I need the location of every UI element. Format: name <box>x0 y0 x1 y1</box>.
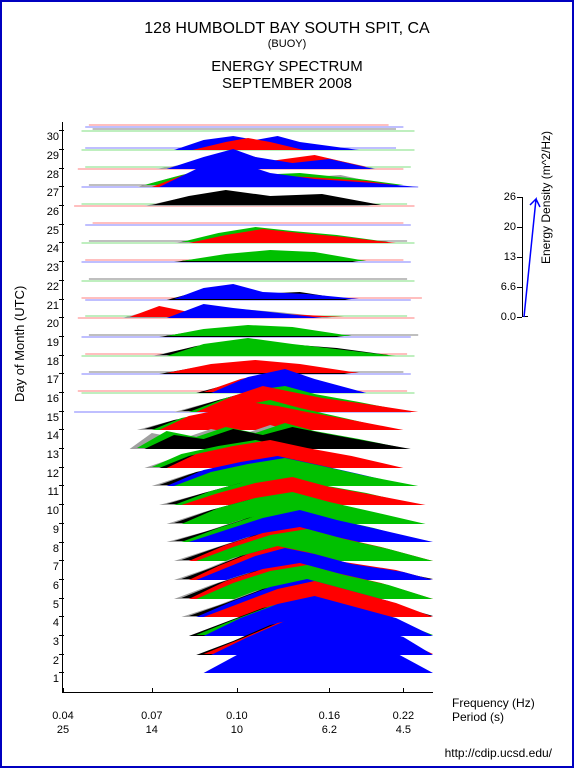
y-tick-label: 18 <box>47 356 59 368</box>
y-tick-label: 19 <box>47 337 59 349</box>
y-ticks: 1234567891011121314151617181920212223242… <box>39 122 63 692</box>
x-tick-freq: 0.07 <box>141 710 162 722</box>
y-tick-label: 9 <box>53 524 59 536</box>
y-tick-label: 28 <box>47 169 59 181</box>
y-tick-label: 23 <box>47 262 59 274</box>
x-tick-freq: 0.10 <box>226 710 247 722</box>
footer-url: http://cdip.ucsd.edu/ <box>445 746 552 760</box>
y-tick-label: 22 <box>47 281 59 293</box>
y-tick-label: 20 <box>47 318 59 330</box>
y-tick-label: 24 <box>47 243 59 255</box>
x-axis-label-period: Period (s) <box>452 710 504 724</box>
x-tick-period: 10 <box>231 724 243 736</box>
y-tick-label: 14 <box>47 430 59 442</box>
chart-container: 128 HUMBOLDT BAY SOUTH SPIT, CA (BUOY) E… <box>0 0 574 768</box>
y-tick-label: 25 <box>47 225 59 237</box>
title-section1: ENERGY SPECTRUM <box>2 58 572 75</box>
legend-tick-label: 0.0 <box>494 311 516 323</box>
y-tick-label: 27 <box>47 187 59 199</box>
y-tick-label: 2 <box>53 655 59 667</box>
legend-tick-label: 20 <box>494 221 516 233</box>
y-tick-label: 26 <box>47 206 59 218</box>
legend-tick-label: 6.6 <box>494 281 516 293</box>
y-tick-label: 6 <box>53 580 59 592</box>
legend: 2620136.60.0 Energy Density (m^2/Hz) <box>494 197 554 317</box>
y-tick-label: 8 <box>53 543 59 555</box>
x-tick-period: 14 <box>146 724 158 736</box>
y-tick-label: 7 <box>53 561 59 573</box>
titles: 128 HUMBOLDT BAY SOUTH SPIT, CA (BUOY) E… <box>2 2 572 92</box>
legend-tick-label: 13 <box>494 251 516 263</box>
title-sub: (BUOY) <box>2 38 572 50</box>
y-axis-label: Day of Month (UTC) <box>12 286 27 402</box>
x-tick-period: 25 <box>57 724 69 736</box>
x-axis-label-freq: Frequency (Hz) <box>452 696 535 710</box>
legend-label: Energy Density (m^2/Hz) <box>539 131 553 264</box>
legend-tick-label: 26 <box>494 191 516 203</box>
x-tick-period: 4.5 <box>396 724 411 736</box>
y-tick-label: 15 <box>47 412 59 424</box>
y-tick-label: 10 <box>47 505 59 517</box>
y-tick-label: 21 <box>47 300 59 312</box>
x-tick-freq: 0.16 <box>319 710 340 722</box>
title-section2: SEPTEMBER 2008 <box>2 75 572 92</box>
y-tick-label: 5 <box>53 599 59 611</box>
y-tick-label: 13 <box>47 449 59 461</box>
x-tick-period: 6.2 <box>322 724 337 736</box>
y-tick-label: 11 <box>48 486 59 498</box>
x-tick-freq: 0.22 <box>393 710 414 722</box>
y-tick-label: 1 <box>53 673 59 685</box>
y-tick-label: 16 <box>47 393 59 405</box>
y-tick-label: 29 <box>47 150 59 162</box>
x-tick-freq: 0.04 <box>52 710 73 722</box>
plot-area: 1234567891011121314151617181920212223242… <box>62 122 433 693</box>
title-main: 128 HUMBOLDT BAY SOUTH SPIT, CA <box>2 20 572 38</box>
y-tick-label: 12 <box>47 468 59 480</box>
y-tick-label: 17 <box>47 374 59 386</box>
y-tick-label: 3 <box>53 636 59 648</box>
y-tick-label: 4 <box>53 617 59 629</box>
y-tick-label: 30 <box>47 131 59 143</box>
